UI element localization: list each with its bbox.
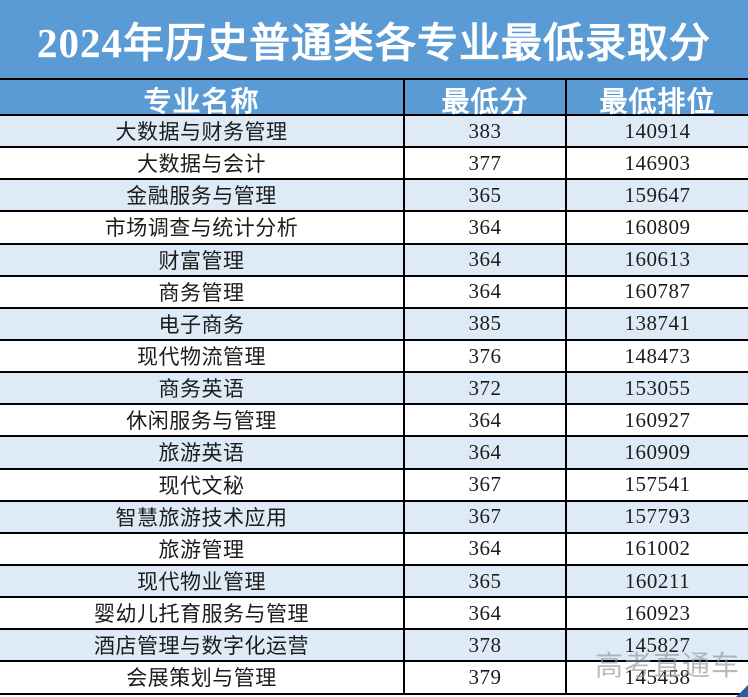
table-row: 财富管理 364 160613: [0, 244, 748, 277]
min-rank-cell: 160927: [565, 405, 748, 436]
table-row: 现代物流管理 376 148473: [0, 340, 748, 374]
table-row: 休闲服务与管理 364 160927: [0, 405, 748, 438]
min-score-cell: 364: [403, 212, 565, 243]
table-row: 酒店管理与数字化运营 378 145827: [0, 630, 748, 663]
major-name-cell: 商务管理: [158, 280, 245, 305]
min-rank-cell: 145827: [565, 630, 748, 661]
major-name-cell: 婴幼儿托育服务与管理: [94, 602, 309, 627]
table-row: 现代文秘 367 157541: [0, 469, 748, 502]
major-name-cell: 现代物业管理: [137, 570, 266, 595]
major-name-cell: 电子商务: [158, 312, 245, 337]
min-rank-cell: 146903: [565, 148, 748, 179]
major-name-cell: 现代物流管理: [137, 345, 266, 370]
major-name-cell: 商务英语: [158, 377, 245, 402]
min-rank-cell: 160923: [565, 598, 748, 629]
min-rank-cell: 157541: [565, 469, 748, 500]
min-score-cell: 364: [403, 437, 565, 468]
min-score-cell: 367: [403, 501, 565, 532]
table-row: 旅游管理 364 161002: [0, 533, 748, 566]
min-rank-cell: 160787: [565, 276, 748, 307]
column-header-major-name: 专业名称: [143, 87, 260, 118]
table-row: 大数据与会计 377 146903: [0, 148, 748, 181]
table-header-row: 专业名称 最低分 最低排位: [0, 80, 748, 120]
min-score-cell: 364: [403, 598, 565, 629]
major-name-cell: 金融服务与管理: [126, 184, 277, 209]
min-score-cell: 372: [403, 373, 565, 404]
major-name-cell: 会展策划与管理: [126, 666, 277, 691]
min-score-cell: 364: [403, 244, 565, 275]
min-score-cell: 364: [403, 533, 565, 564]
min-rank-cell: 153055: [565, 373, 748, 404]
min-rank-cell: 160809: [565, 212, 748, 243]
min-score-cell: 383: [403, 116, 565, 147]
column-header-min-score: 最低分: [403, 80, 565, 120]
min-score-cell: 365: [403, 180, 565, 211]
min-score-cell: 365: [403, 565, 565, 597]
min-rank-cell: 140914: [565, 116, 748, 147]
min-rank-cell: 157793: [565, 501, 748, 532]
min-rank-cell: 159647: [565, 180, 748, 211]
min-rank-cell: 160613: [565, 244, 748, 275]
table-row: 会展策划与管理 379 145458: [0, 662, 748, 695]
min-score-cell: 367: [403, 469, 565, 500]
table-row: 旅游英语 364 160909: [0, 437, 748, 470]
min-rank-cell: 160909: [565, 437, 748, 468]
major-name-cell: 大数据与财务管理: [115, 120, 288, 145]
min-score-cell: 378: [403, 630, 565, 661]
table-row: 婴幼儿托育服务与管理 364 160923: [0, 598, 748, 631]
min-rank-cell: 138741: [565, 308, 748, 339]
min-rank-cell: 148473: [565, 340, 748, 372]
table-row: 现代物业管理 365 160211: [0, 565, 748, 599]
min-rank-cell: 160211: [565, 565, 748, 597]
table-row: 金融服务与管理 365 159647: [0, 180, 748, 213]
major-name-cell: 酒店管理与数字化运营: [94, 634, 309, 659]
min-score-cell: 364: [403, 405, 565, 436]
major-name-cell: 旅游英语: [158, 441, 245, 466]
table-row: 电子商务 385 138741: [0, 308, 748, 341]
major-name-cell: 财富管理: [158, 248, 245, 273]
min-score-cell: 376: [403, 340, 565, 372]
min-score-cell: 364: [403, 276, 565, 307]
major-name-cell: 旅游管理: [158, 537, 245, 562]
major-name-cell: 智慧旅游技术应用: [115, 505, 288, 530]
major-name-cell: 现代文秘: [158, 473, 245, 498]
table-body: 大数据与财务管理 383 140914 大数据与会计 377 146903 金融…: [0, 116, 748, 695]
major-name-cell: 大数据与会计: [137, 152, 266, 177]
min-score-cell: 379: [403, 662, 565, 693]
min-score-cell: 377: [403, 148, 565, 179]
major-name-cell: 市场调查与统计分析: [104, 216, 299, 241]
min-score-cell: 385: [403, 308, 565, 339]
page-title: 2024年历史普通类各专业最低录取分: [0, 0, 748, 80]
min-rank-cell: 145458: [565, 662, 748, 693]
table-row: 商务英语 372 153055: [0, 373, 748, 406]
table-row: 智慧旅游技术应用 367 157793: [0, 501, 748, 534]
table-row: 商务管理 364 160787: [0, 276, 748, 309]
table-row: 市场调查与统计分析 364 160809: [0, 212, 748, 245]
min-rank-cell: 161002: [565, 533, 748, 564]
column-header-min-rank: 最低排位: [565, 80, 748, 120]
major-name-cell: 休闲服务与管理: [126, 409, 277, 434]
table-row: 大数据与财务管理 383 140914: [0, 116, 748, 149]
